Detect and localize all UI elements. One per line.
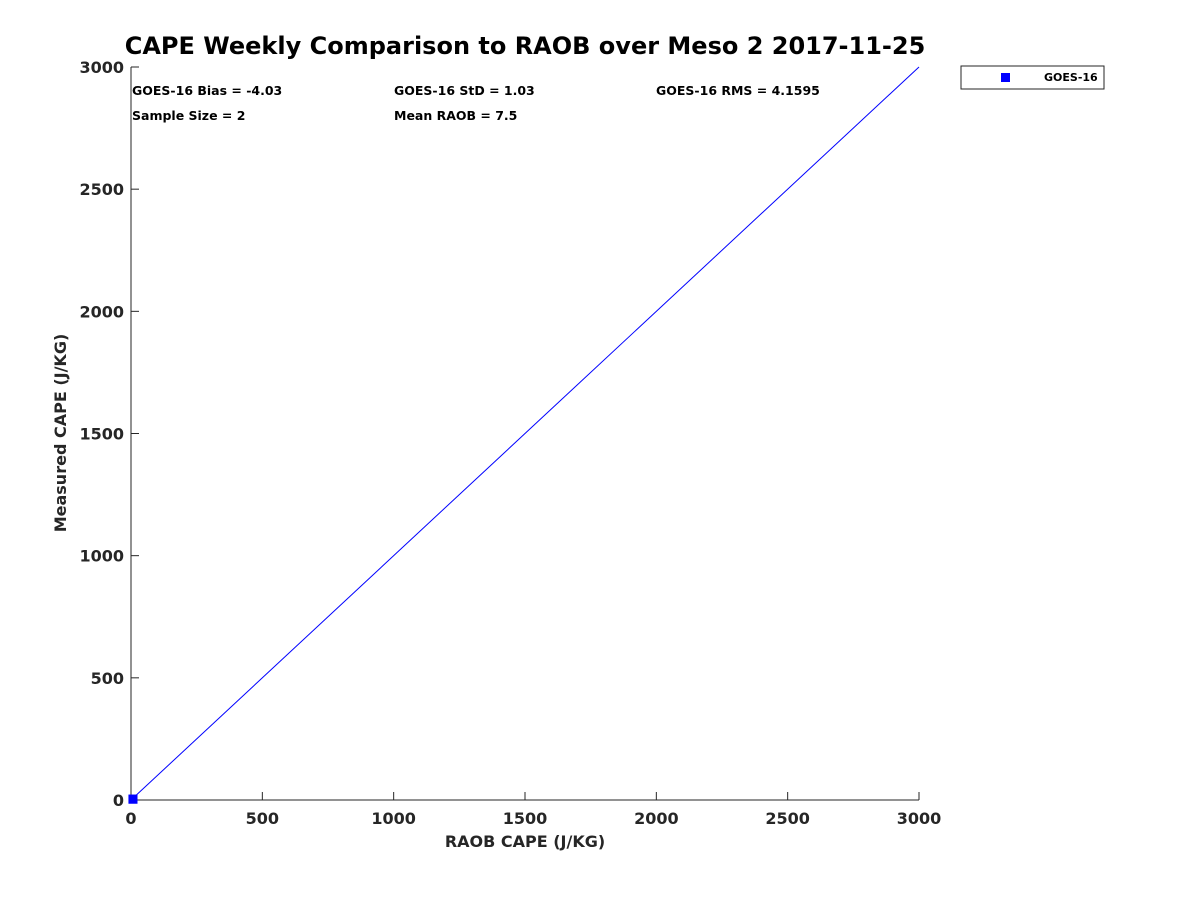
reference-line bbox=[130, 66, 920, 801]
x-ticks: 0 500 1000 1500 2000 2500 3000 bbox=[125, 792, 941, 828]
data-point bbox=[128, 794, 138, 804]
series-layer bbox=[128, 66, 920, 804]
x-tick-label: 2000 bbox=[634, 809, 679, 828]
x-tick-label: 1000 bbox=[371, 809, 416, 828]
y-axis-label: Measured CAPE (J/KG) bbox=[51, 334, 70, 533]
y-tick-label: 500 bbox=[91, 669, 124, 688]
y-tick-label: 3000 bbox=[79, 58, 124, 77]
x-tick-label: 500 bbox=[246, 809, 279, 828]
stats-annotations: GOES-16 Bias = -4.03 GOES-16 StD = 1.03 … bbox=[132, 83, 820, 123]
chart-title: CAPE Weekly Comparison to RAOB over Meso… bbox=[125, 32, 926, 60]
y-tick-label: 1500 bbox=[79, 425, 124, 444]
legend-marker-goes-16 bbox=[1001, 73, 1010, 82]
mean-raob-annotation: Mean RAOB = 7.5 bbox=[394, 108, 517, 123]
sample-size-annotation: Sample Size = 2 bbox=[132, 108, 245, 123]
x-tick-label: 0 bbox=[125, 809, 136, 828]
legend: GOES-16 bbox=[960, 65, 1105, 90]
legend-box bbox=[960, 65, 1105, 90]
y-tick-label: 0 bbox=[113, 791, 124, 810]
y-tick-label: 2500 bbox=[79, 180, 124, 199]
x-tick-label: 3000 bbox=[897, 809, 942, 828]
bias-annotation: GOES-16 Bias = -4.03 bbox=[132, 83, 282, 98]
y-tick-label: 1000 bbox=[79, 547, 124, 566]
x-axis-label: RAOB CAPE (J/KG) bbox=[445, 832, 605, 851]
legend-label-goes-16: GOES-16 bbox=[1044, 71, 1098, 84]
y-ticks: 0 500 1000 1500 2000 2500 3000 bbox=[79, 58, 139, 810]
rms-annotation: GOES-16 RMS = 4.1595 bbox=[656, 83, 820, 98]
x-tick-label: 1500 bbox=[503, 809, 548, 828]
y-tick-label: 2000 bbox=[79, 302, 124, 321]
x-tick-label: 2500 bbox=[765, 809, 810, 828]
std-annotation: GOES-16 StD = 1.03 bbox=[394, 83, 535, 98]
